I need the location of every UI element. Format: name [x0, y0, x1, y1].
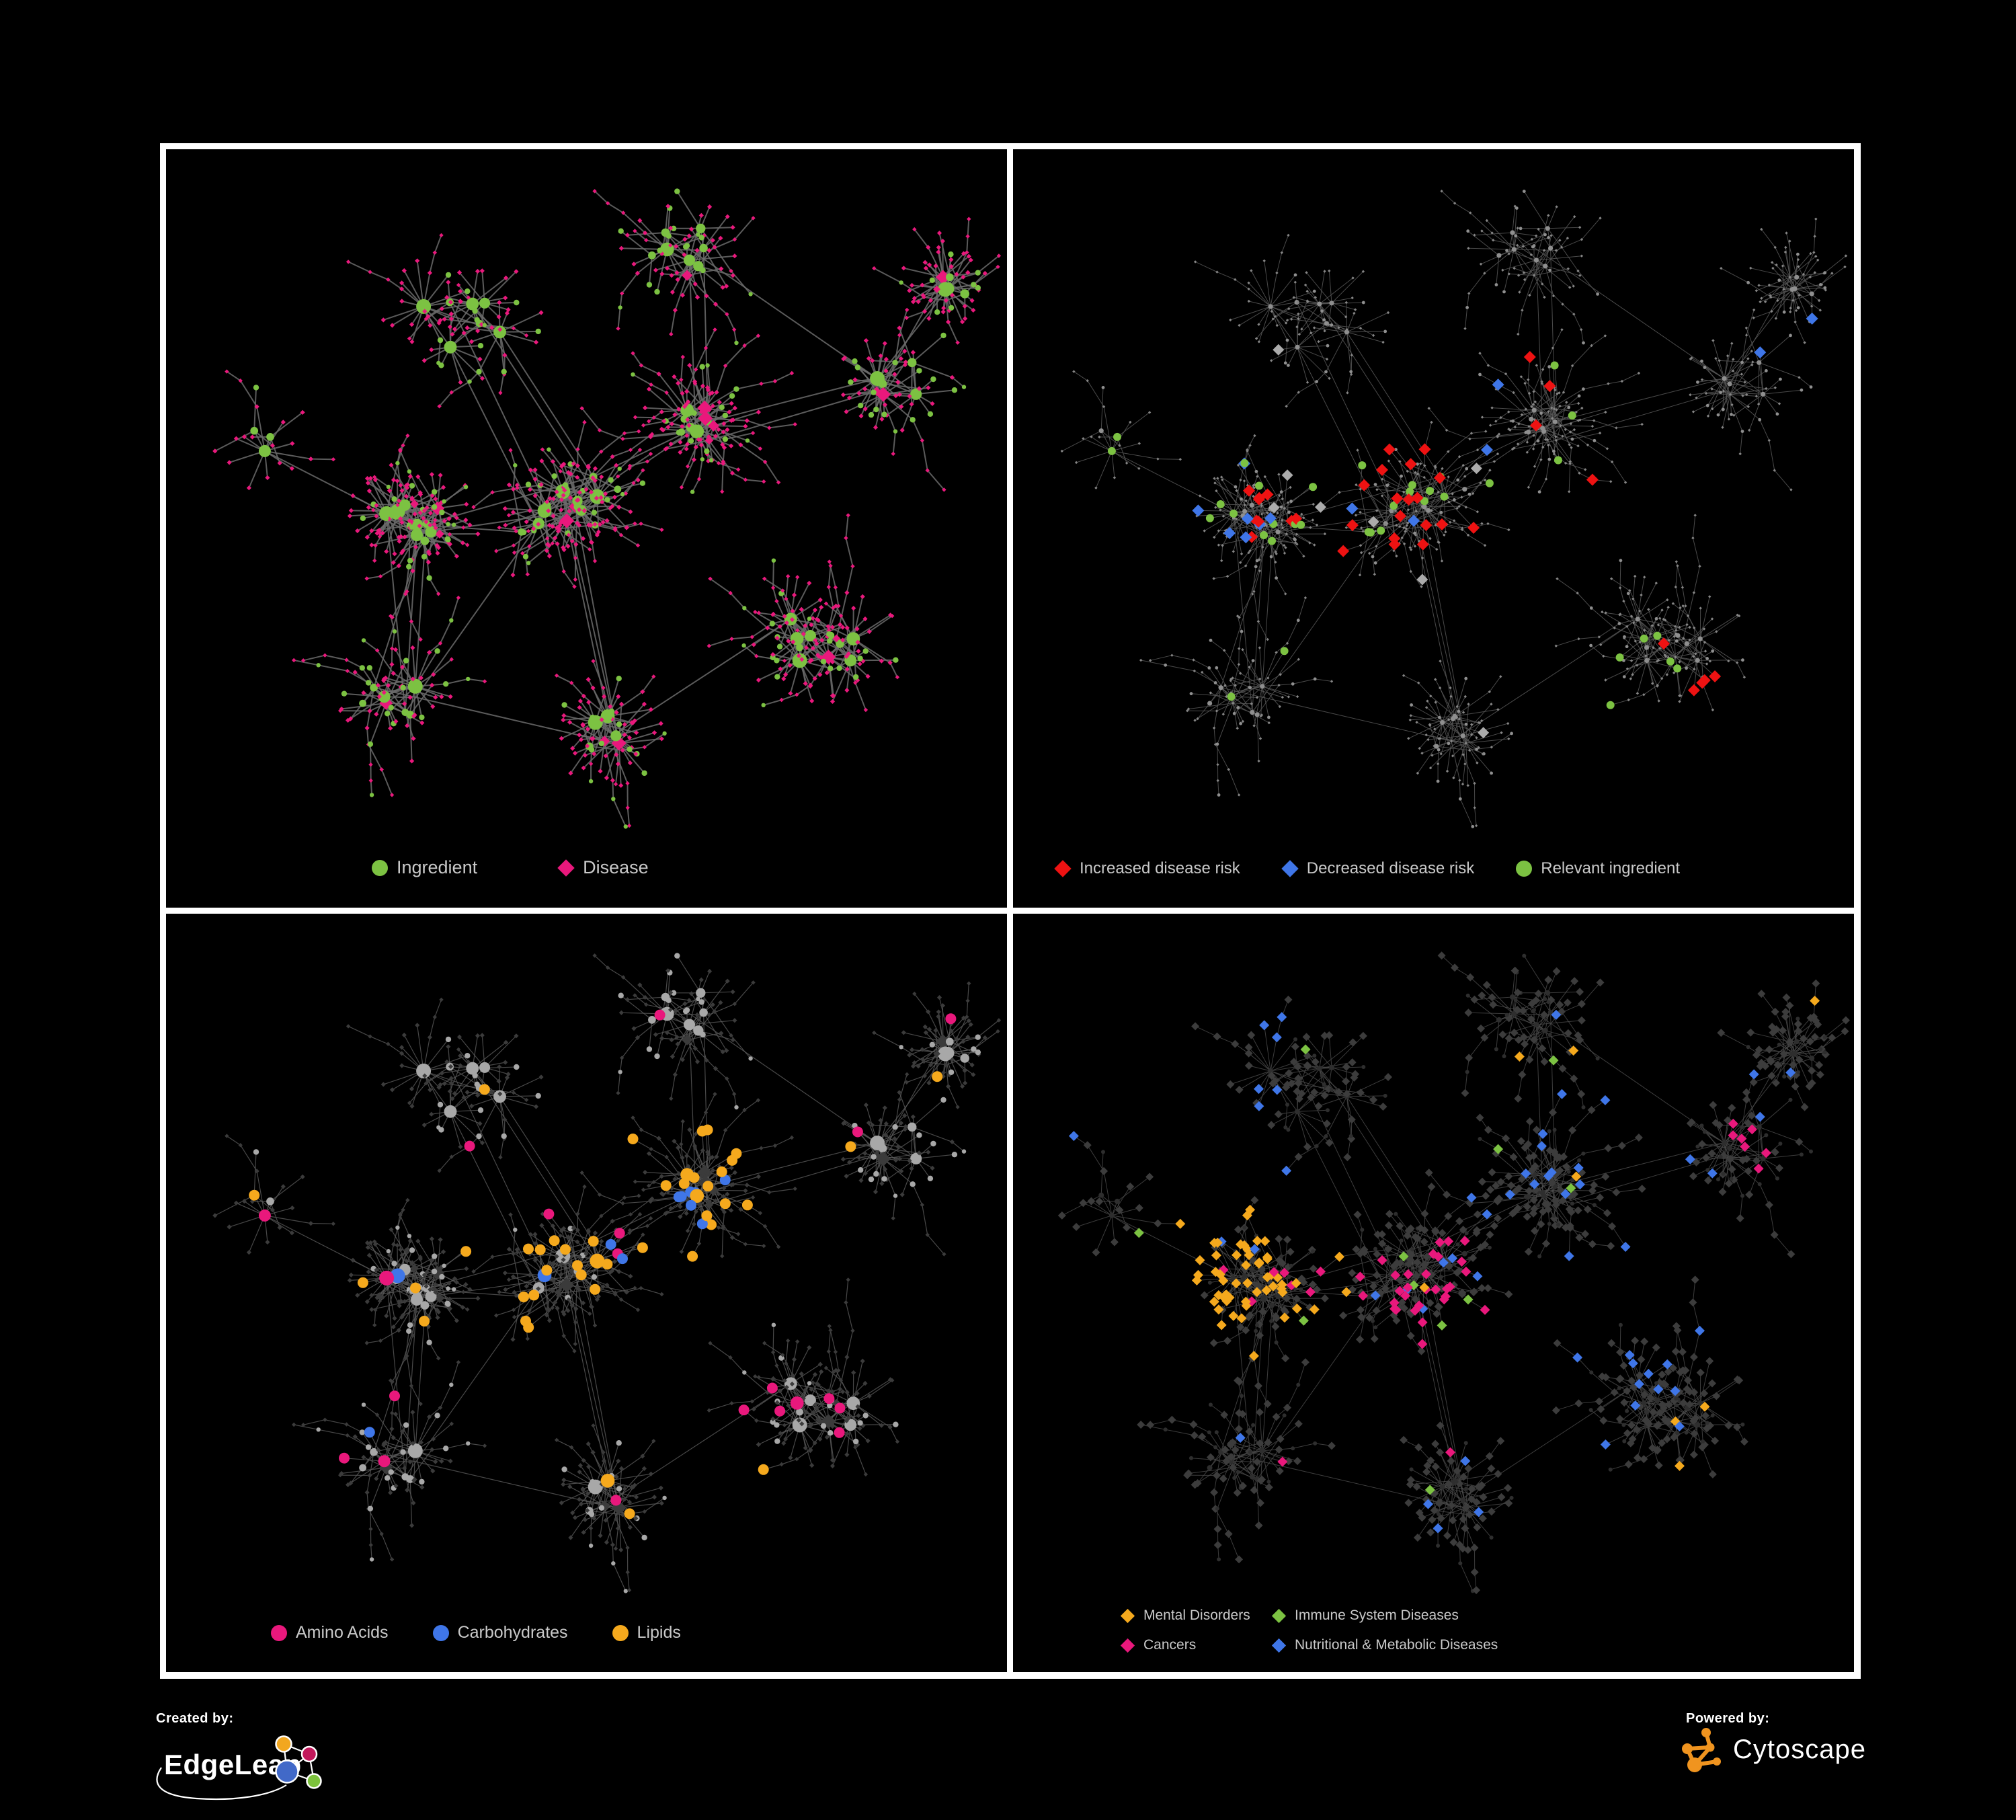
circle-marker-icon: [432, 1624, 449, 1641]
legend-label: Relevant ingredient: [1541, 859, 1681, 877]
legend-disease-categories: Mental Disorders Immune System Diseases Ca…: [1013, 1608, 1854, 1653]
legend-label: Decreased disease risk: [1306, 859, 1475, 877]
legend-item-amino-acids: Amino Acids: [271, 1623, 389, 1643]
diamond-marker-icon: [557, 859, 575, 877]
diamond-marker-icon: [1054, 860, 1072, 877]
legend-item-relevant-ingredient: Relevant ingredient: [1516, 859, 1680, 878]
panel-disease-risk: Increased disease risk Decreased disease …: [1013, 149, 1854, 908]
diamond-marker-icon: [1271, 1638, 1287, 1653]
legend-disease-risk: Increased disease risk Decreased disease …: [1013, 859, 1854, 878]
legend-item-immune-system-diseases: Immune System Diseases: [1271, 1608, 1854, 1624]
legend-label: Nutritional & Metabolic Diseases: [1295, 1637, 1498, 1653]
legend-ingredient-disease: Ingredient Disease: [166, 857, 1007, 878]
panel-disease-categories: Mental Disorders Immune System Diseases Ca…: [1013, 914, 1854, 1672]
legend-item-decreased-disease-risk: Decreased disease risk: [1281, 859, 1475, 878]
legend-item-lipids: Lipids: [612, 1623, 681, 1643]
diamond-marker-icon: [1120, 1638, 1135, 1653]
legend-item-increased-disease-risk: Increased disease risk: [1054, 859, 1240, 878]
legend-item-cancers: Cancers: [1120, 1637, 1272, 1653]
circle-marker-icon: [1516, 861, 1533, 877]
legend-label: Mental Disorders: [1143, 1608, 1250, 1623]
legend-label: Cancers: [1143, 1637, 1197, 1653]
edgeleap-credit: Created by: EdgeLeap: [156, 1711, 371, 1805]
legend-label: Ingredient: [397, 857, 478, 877]
legend-item-mental-disorders: Mental Disorders: [1120, 1608, 1272, 1624]
network-graph-ingredient-classes: [212, 953, 1002, 1593]
legend-label: Amino Acids: [296, 1623, 389, 1642]
edgeleap-node-magenta: [300, 1745, 318, 1763]
panel-grid: Ingredient Disease Increased disease risk…: [160, 143, 1861, 1679]
legend-label: Increased disease risk: [1080, 859, 1240, 877]
panel-ingredient-classes: Amino Acids Carbohydrates Lipids: [166, 914, 1007, 1672]
network-graph-ingredient-disease: [212, 188, 1002, 829]
powered-by-label: Powered by:: [1686, 1711, 1770, 1726]
legend-label: Lipids: [637, 1623, 681, 1642]
circle-marker-icon: [372, 859, 388, 876]
edgeleap-node-orange: [275, 1735, 292, 1753]
legend-item-disease: Disease: [557, 857, 649, 878]
edgeleap-logo: EdgeLeap: [156, 1735, 322, 1801]
legend-item-carbohydrates: Carbohydrates: [432, 1623, 568, 1643]
cytoscape-logo-icon: [1682, 1728, 1721, 1772]
cytoscape-wordmark: Cytoscape: [1733, 1734, 1866, 1764]
edgeleap-logo-icon: [275, 1735, 322, 1789]
legend-label: Immune System Diseases: [1295, 1608, 1459, 1623]
circle-marker-icon: [271, 1624, 287, 1641]
created-by-label: Created by:: [156, 1711, 234, 1726]
legend-label: Disease: [583, 857, 649, 877]
legend-item-ingredient: Ingredient: [372, 857, 477, 878]
diamond-marker-icon: [1120, 1608, 1135, 1623]
legend-ingredient-classes: Amino Acids Carbohydrates Lipids: [166, 1623, 1007, 1643]
diamond-marker-icon: [1271, 1608, 1287, 1623]
diamond-marker-icon: [1281, 860, 1299, 877]
edgeleap-swoosh: [156, 1767, 287, 1801]
cytoscape-credit: Powered by: Cytoscape: [1682, 1711, 1928, 1792]
edgeleap-node-blue: [275, 1759, 299, 1784]
legend-item-nutritional-metabolic-diseases: Nutritional & Metabolic Diseases: [1271, 1637, 1854, 1653]
network-graph-disease-risk: [1060, 190, 1848, 828]
circle-marker-icon: [612, 1624, 629, 1641]
edgeleap-node-green: [306, 1773, 322, 1789]
network-graph-disease-categories: [1057, 951, 1850, 1595]
legend-label: Carbohydrates: [457, 1623, 568, 1642]
panel-ingredient-disease: Ingredient Disease: [166, 149, 1007, 908]
